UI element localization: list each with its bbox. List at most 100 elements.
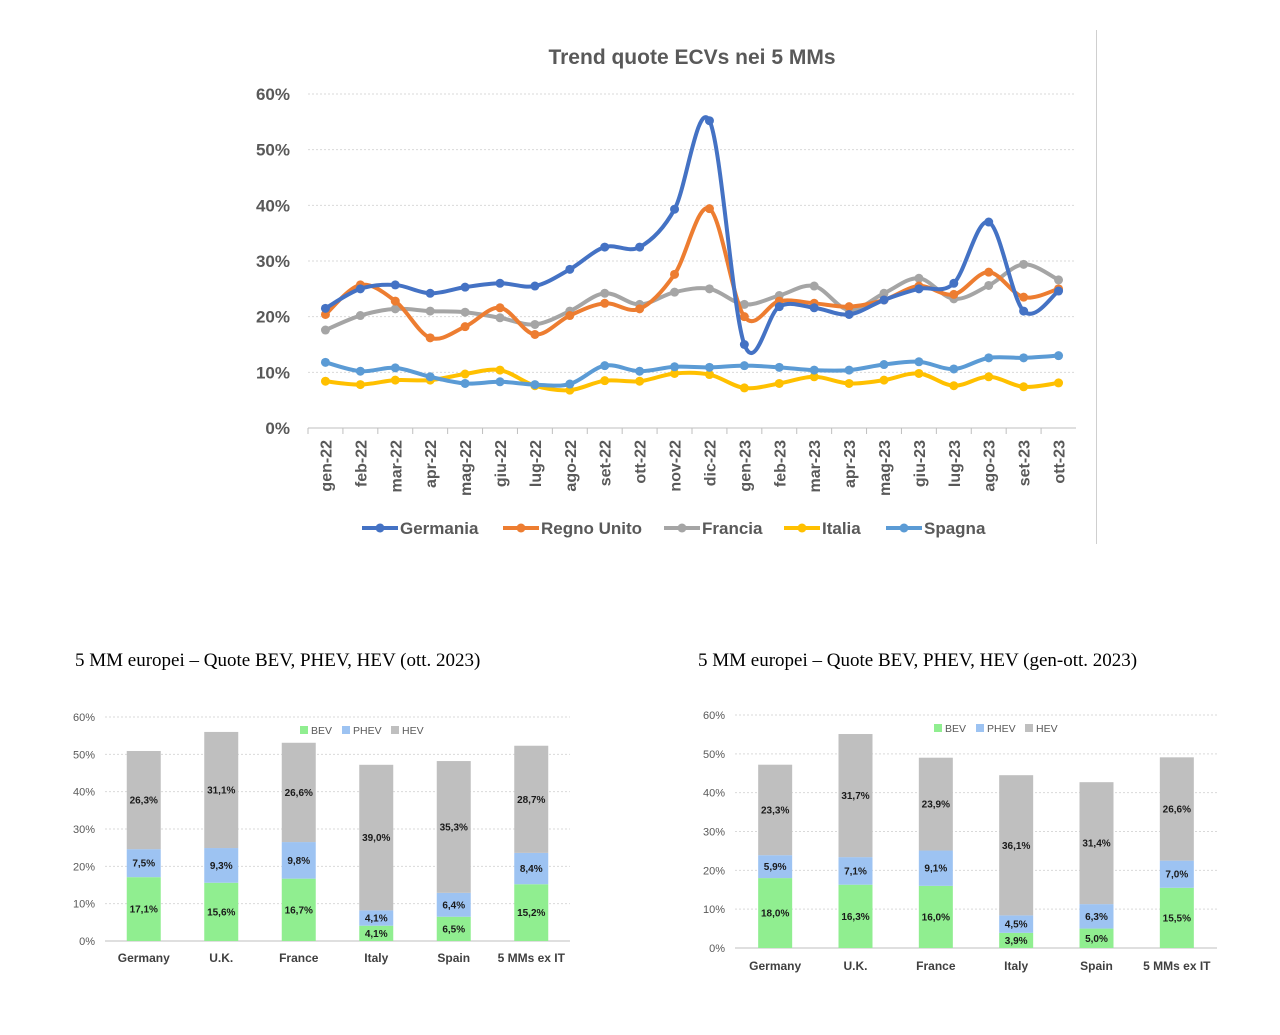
legend-label: Regno Unito	[541, 519, 642, 538]
data-point	[495, 313, 505, 323]
y-tick-label: 10%	[703, 904, 725, 916]
data-label: 9,8%	[287, 856, 310, 867]
x-tick-label: mag-23	[877, 440, 894, 496]
data-point	[600, 376, 610, 386]
data-point	[774, 302, 784, 312]
data-label: 6,3%	[1085, 912, 1108, 923]
data-label: 15,6%	[207, 907, 235, 918]
trend-line-chart: Trend quote ECVs nei 5 MMs 0% 10% 20% 30% 40%…	[256, 46, 1076, 538]
data-point	[739, 361, 749, 371]
legend-swatch	[976, 724, 984, 732]
data-point	[460, 307, 470, 317]
bar-segment-phev	[1159, 860, 1194, 888]
x-category-label: U.K.	[209, 951, 233, 965]
data-point	[460, 378, 470, 388]
data-point	[914, 284, 924, 294]
data-point	[774, 362, 784, 372]
x-category-label: Germany	[118, 951, 170, 965]
x-tick-label: gen-23	[737, 440, 754, 492]
data-point	[565, 311, 575, 321]
bar-segment-phev	[918, 850, 953, 886]
bar-segment-bev	[999, 932, 1034, 948]
data-point	[355, 366, 365, 376]
data-point	[530, 281, 540, 291]
data-label: 15,5%	[1163, 913, 1191, 924]
data-point	[320, 325, 330, 335]
bar-segment-hev	[281, 742, 316, 843]
bar-segment-phev	[359, 910, 394, 926]
legend-label: Francia	[702, 519, 763, 538]
bar-segment-hev	[204, 731, 239, 849]
data-label: 26,3%	[130, 796, 158, 807]
y-tick-label: 50%	[73, 749, 95, 761]
data-point	[914, 357, 924, 367]
data-point	[320, 357, 330, 367]
data-point	[670, 362, 680, 372]
bar-segment-hev	[436, 761, 471, 893]
legend-label: Italia	[822, 519, 861, 538]
bar-segment-bev	[281, 878, 316, 941]
data-label: 23,9%	[922, 800, 950, 811]
data-label: 18,0%	[761, 909, 789, 920]
data-point	[320, 303, 330, 313]
bar-segment-hev	[126, 750, 161, 850]
y-tick-label: 0%	[709, 943, 725, 955]
data-label: 31,7%	[841, 791, 869, 802]
legend-marker	[677, 523, 687, 533]
data-point	[704, 370, 714, 380]
bar-segment-bev	[204, 882, 239, 941]
data-label: 31,1%	[207, 785, 235, 796]
bar-segment-hev	[999, 775, 1034, 916]
legend-marker	[899, 523, 909, 533]
x-tick-label: giu-22	[493, 440, 510, 487]
data-label: 6,5%	[442, 924, 465, 935]
data-point	[425, 372, 435, 382]
x-category-label: Spain	[1080, 959, 1113, 973]
x-category-label: Italy	[1004, 959, 1028, 973]
bar-segment-phev	[999, 915, 1034, 933]
data-point	[949, 364, 959, 374]
x-category-label: Germany	[749, 959, 801, 973]
data-point	[914, 273, 924, 283]
y-tick-label: 60%	[703, 710, 725, 722]
data-point	[984, 280, 994, 290]
data-point	[739, 312, 749, 322]
data-label: 36,1%	[1002, 841, 1030, 852]
y-tick-label: 30%	[256, 252, 290, 271]
x-tick-label: ago-23	[982, 440, 999, 492]
x-category-label: Spain	[437, 951, 470, 965]
data-point	[844, 365, 854, 375]
data-label: 17,1%	[130, 905, 158, 916]
bar-segment-bev	[436, 916, 471, 941]
bar-segment-phev	[436, 892, 471, 917]
bar-segment-phev	[838, 857, 873, 885]
data-point	[1019, 353, 1029, 363]
x-tick-label: set-23	[1017, 440, 1034, 486]
data-label: 7,0%	[1165, 870, 1188, 881]
x-category-label: Italy	[364, 951, 388, 965]
bar-segment-phev	[758, 855, 793, 879]
data-label: 3,9%	[1005, 936, 1028, 947]
y-tick-label: 50%	[256, 141, 290, 160]
bar-segment-phev	[126, 849, 161, 878]
data-point	[355, 380, 365, 390]
y-tick-label: 50%	[703, 749, 725, 761]
data-point	[809, 372, 819, 382]
legend-label: PHEV	[353, 725, 382, 737]
legend-marker	[375, 523, 385, 533]
data-point	[949, 278, 959, 288]
x-tick-label: set-22	[598, 440, 615, 486]
x-tick-label: lug-22	[528, 440, 545, 487]
data-point	[704, 362, 714, 372]
legend-label: BEV	[945, 723, 966, 735]
bar-segment-phev	[281, 842, 316, 879]
legend-label: HEV	[1036, 723, 1058, 735]
y-tick-label: 10%	[73, 899, 95, 911]
bar-segment-hev	[1079, 782, 1114, 905]
data-point	[565, 264, 575, 274]
legend-swatch	[342, 726, 350, 734]
data-point	[635, 366, 645, 376]
x-tick-label: lug-23	[947, 440, 964, 487]
data-point	[1019, 292, 1029, 302]
bar-segment-phev	[514, 852, 549, 885]
